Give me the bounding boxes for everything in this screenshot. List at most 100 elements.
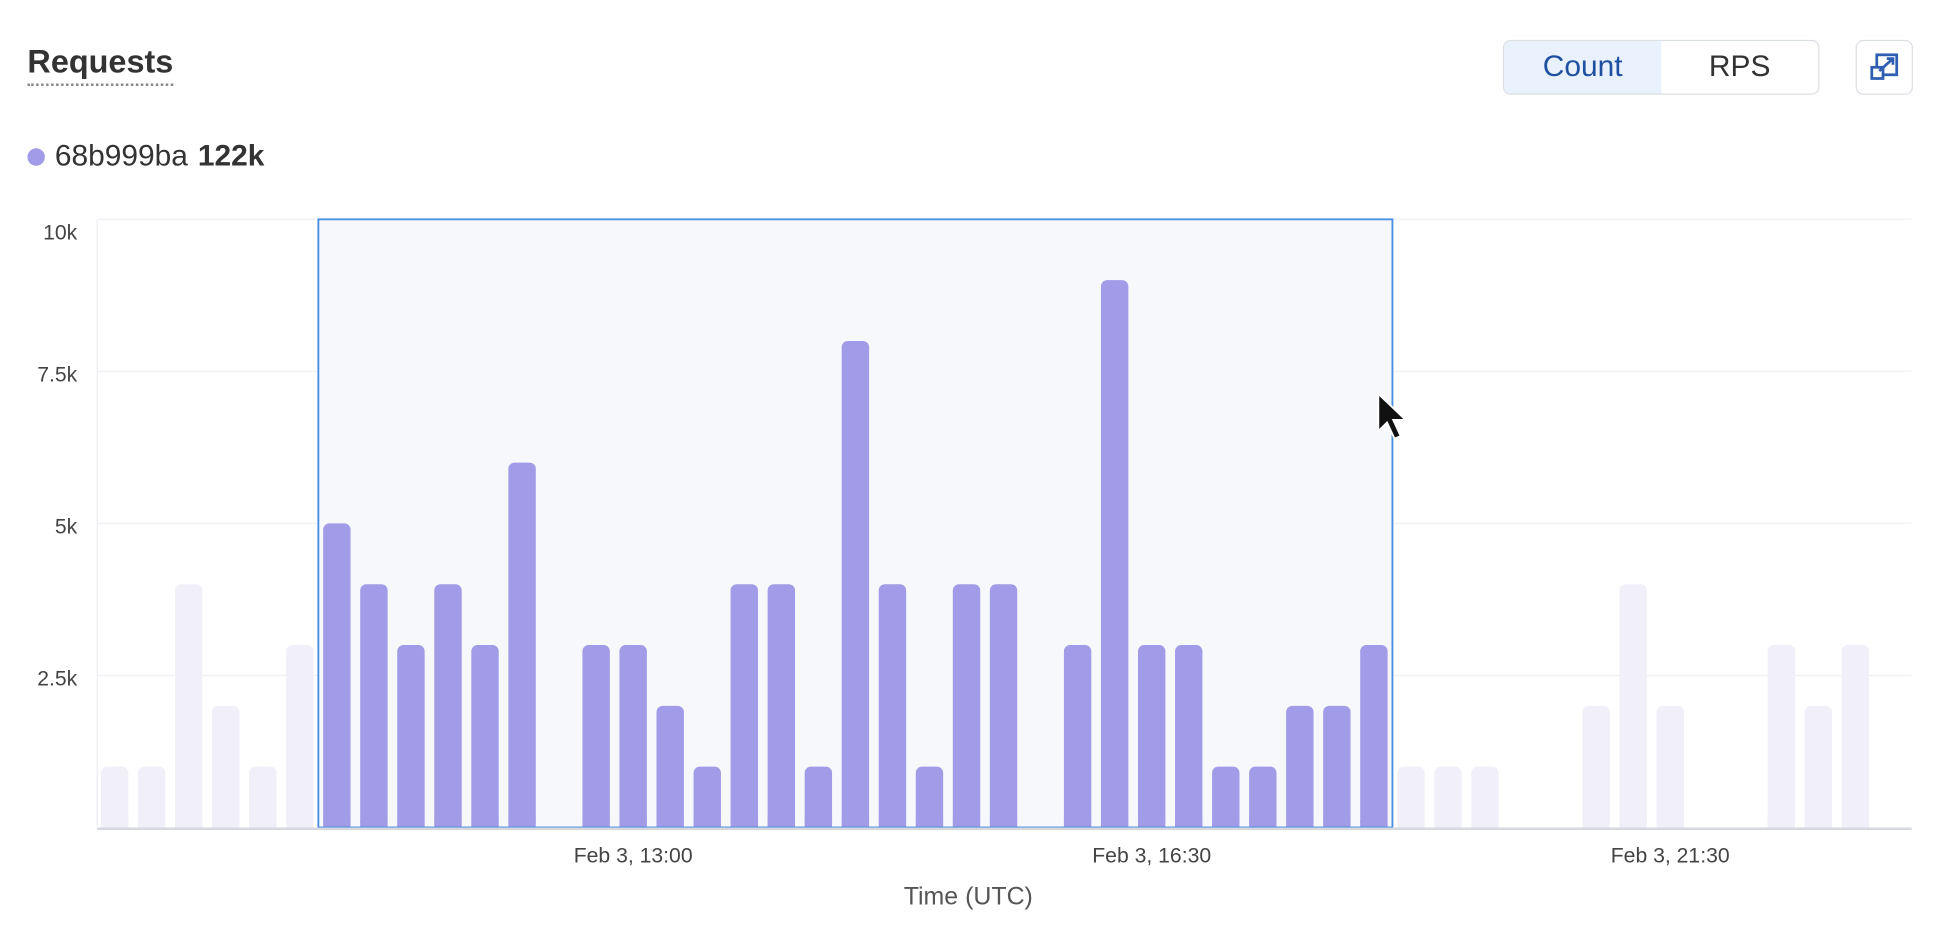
bar [767, 584, 796, 828]
legend-series-name: 68b999ba [54, 139, 188, 174]
bar-base [1360, 819, 1388, 828]
bar [1841, 645, 1870, 828]
bar-base [1063, 819, 1092, 828]
bar-base [915, 819, 944, 828]
bar-base [1619, 819, 1647, 828]
bar [693, 766, 721, 828]
bar [1656, 705, 1684, 828]
bar-base [100, 819, 129, 828]
toggle-rps[interactable]: RPS [1708, 49, 1771, 84]
bar [397, 645, 425, 828]
legend-total: 122k [197, 139, 265, 174]
bar [1286, 705, 1314, 828]
bar [212, 705, 240, 828]
bar [1175, 645, 1203, 828]
bar [804, 766, 833, 828]
bar-base [1323, 819, 1351, 828]
bar [582, 645, 610, 828]
bar-base [878, 819, 907, 828]
bar-base [767, 819, 796, 828]
bar [1804, 705, 1833, 828]
bar-base [582, 819, 610, 828]
panel-title: Requests [27, 42, 174, 86]
bar [915, 766, 944, 828]
bar [730, 584, 758, 828]
bar-base [249, 819, 277, 828]
bar-base [1212, 819, 1240, 828]
bar-base [212, 819, 240, 828]
bar-base [175, 819, 203, 828]
bar [1471, 766, 1499, 828]
bar [1434, 766, 1462, 828]
bar [841, 340, 870, 828]
bar-base [1249, 819, 1277, 828]
bar-base [1767, 819, 1796, 828]
bar-base [286, 819, 314, 828]
expand-icon [1870, 53, 1899, 80]
expand-button[interactable] [1855, 39, 1913, 95]
y-tick-label: 5k [55, 515, 78, 538]
bar [952, 584, 981, 828]
bar-base [1175, 819, 1203, 828]
bar [1360, 645, 1388, 828]
y-tick-label: 10k [43, 221, 78, 244]
bar-base [1137, 819, 1166, 828]
toggle-count[interactable]: Count [1504, 41, 1662, 94]
legend: 68b999ba 122k [27, 140, 264, 175]
bar [1582, 705, 1610, 828]
bar-base [1100, 819, 1129, 828]
metric-toggle: Count RPS [1502, 39, 1820, 95]
bar-base [1804, 819, 1833, 828]
bar-base [471, 819, 499, 828]
bar [1249, 766, 1277, 828]
bar [656, 705, 684, 828]
bar [175, 584, 203, 828]
bar-base [730, 819, 758, 828]
bar [878, 584, 907, 828]
bar [1619, 584, 1647, 828]
bar [1137, 645, 1166, 828]
bar-base [323, 819, 351, 828]
bar-base [397, 819, 425, 828]
bar [989, 584, 1018, 828]
bar-base [619, 819, 647, 828]
bar-base [952, 819, 981, 828]
bar [1767, 645, 1796, 828]
bar-base [1471, 819, 1499, 828]
bar [100, 766, 129, 828]
bar [619, 645, 647, 828]
bar-base [360, 819, 388, 828]
x-tick-label: Feb 3, 13:00 [574, 844, 693, 867]
bar [286, 645, 314, 828]
bar [471, 645, 499, 828]
bar-base [1656, 819, 1684, 828]
bar [1100, 280, 1129, 828]
bar [1063, 645, 1092, 828]
y-tick-label: 2.5k [37, 667, 77, 690]
x-tick-label: Feb 3, 21:30 [1611, 844, 1730, 867]
x-axis-label: Time (UTC) [904, 883, 1033, 911]
bar-base [841, 819, 870, 828]
bar-base [989, 819, 1018, 828]
x-tick-label: Feb 3, 16:30 [1092, 844, 1211, 867]
bar [137, 766, 166, 828]
bar [1323, 705, 1351, 828]
bar-base [1434, 819, 1462, 828]
bar [360, 584, 388, 828]
y-tick-label: 7.5k [37, 363, 77, 386]
bar-base [804, 819, 833, 828]
legend-dot [27, 148, 45, 166]
bar [323, 523, 351, 828]
bar-base [1841, 819, 1870, 828]
bar-base [137, 819, 166, 828]
requests-bar-chart[interactable]: 2.5k 5k 7.5k 10k Feb 3, 13:00 Feb 3, 16:30 Feb… [0, 199, 1944, 932]
bar-base [1397, 819, 1425, 828]
bar [249, 766, 277, 828]
bar-base [508, 819, 536, 828]
bar [434, 584, 462, 828]
bar-base [1286, 819, 1314, 828]
bar-base [434, 819, 462, 828]
bar-base [1582, 819, 1610, 828]
bar [1212, 766, 1240, 828]
